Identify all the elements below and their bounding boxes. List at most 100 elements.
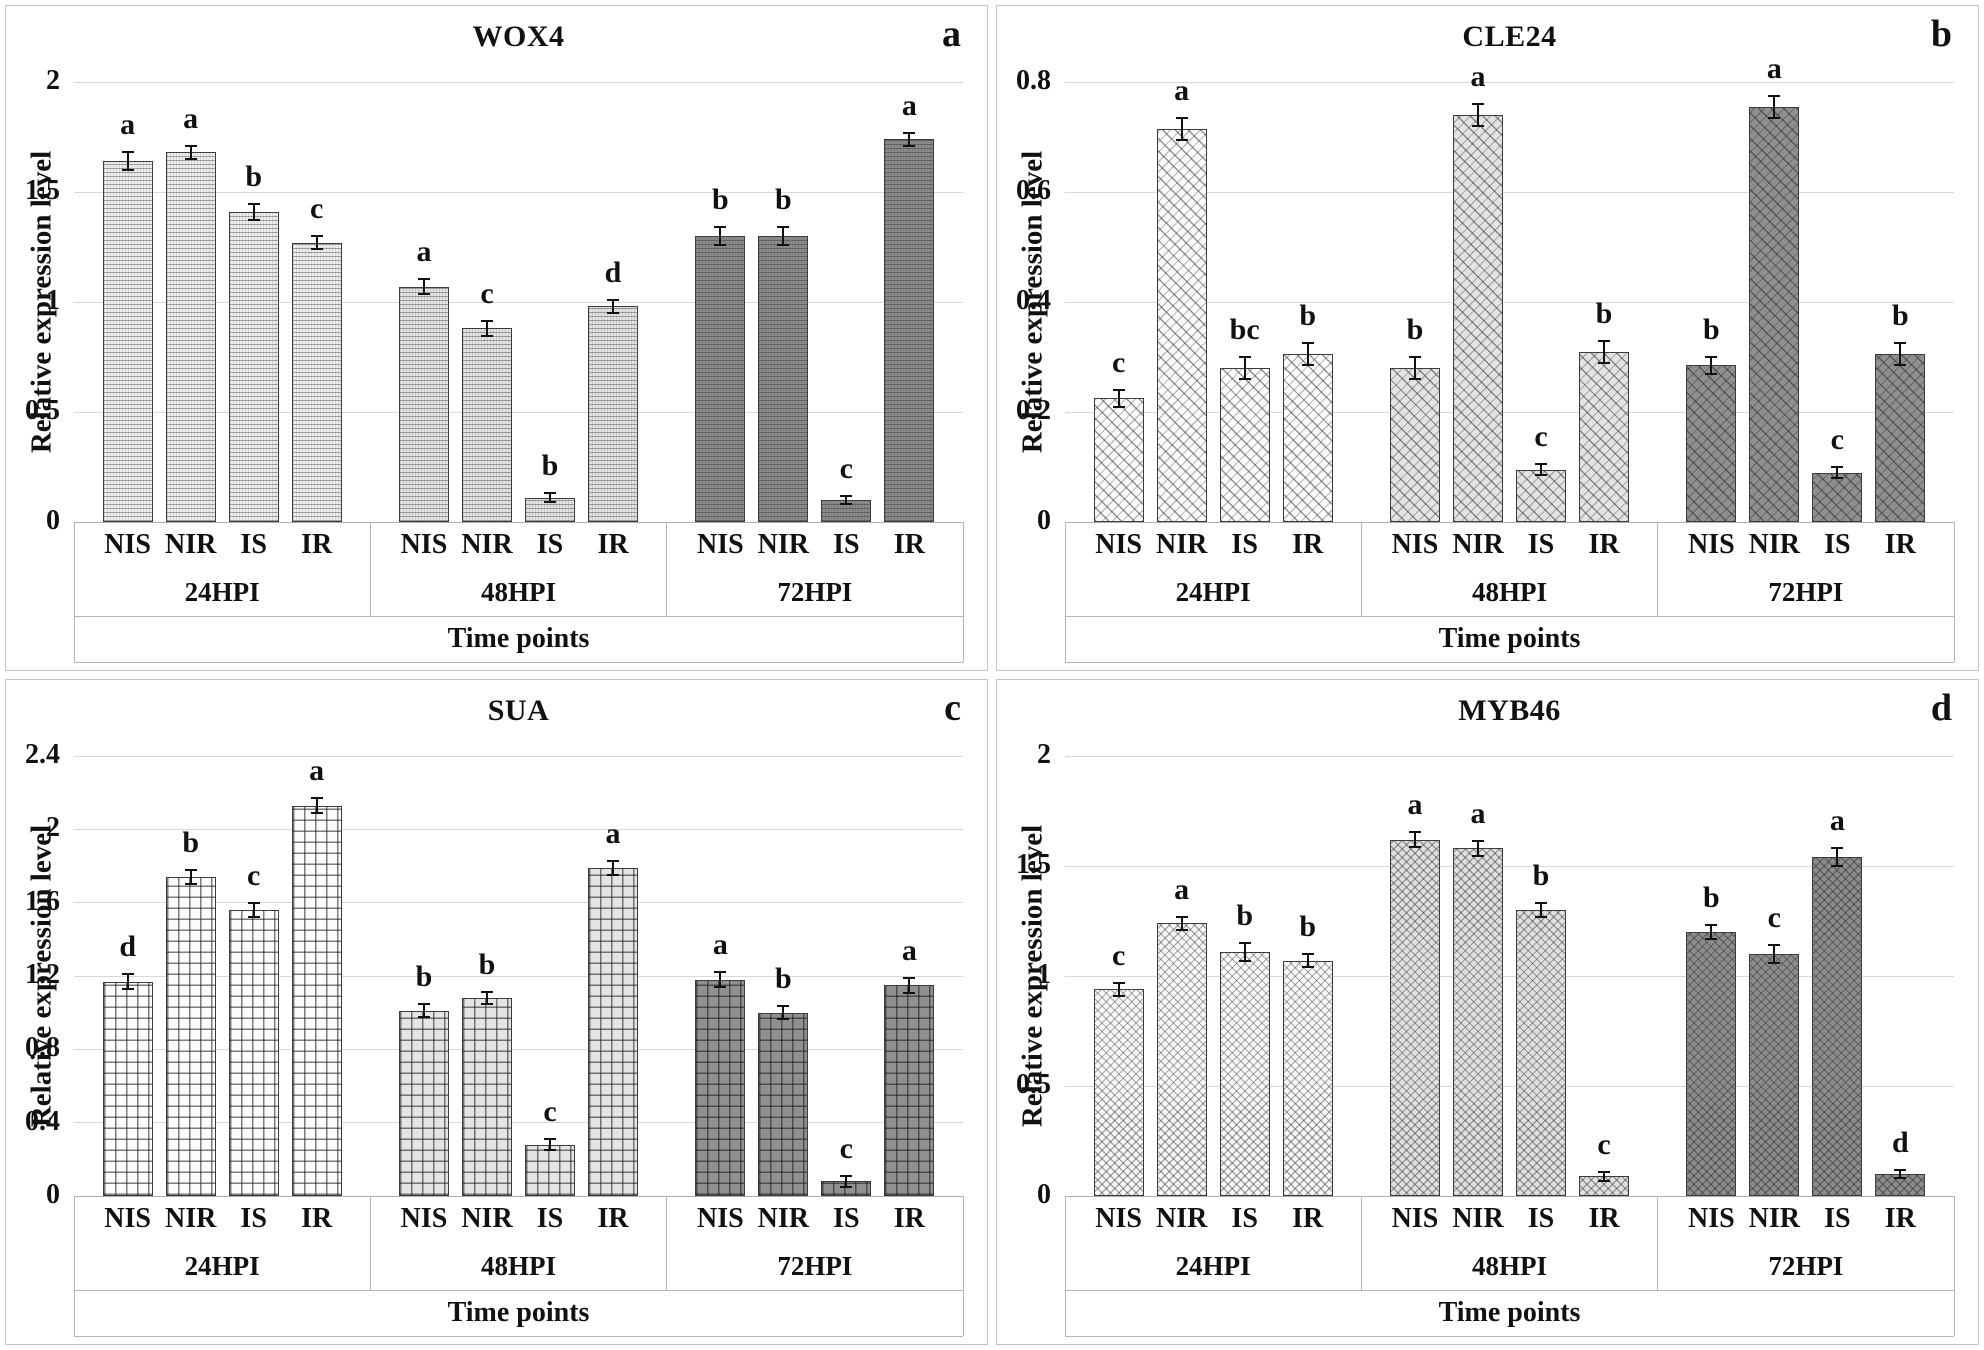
chart-title: MYB46 [1458, 694, 1561, 727]
group-label-72HPI: 72HPI [1768, 577, 1844, 607]
error-bar-cap-bottom [1768, 116, 1781, 119]
error-bar-cap-top [481, 319, 493, 322]
error-bar-cap-bottom [1112, 994, 1125, 997]
category-label-IR: IR [893, 1203, 925, 1234]
category-label-NIS: NIS [1687, 529, 1735, 560]
error-bar-cap-top [1238, 356, 1251, 358]
band-edge-right [962, 616, 964, 662]
significance-letter: c [839, 451, 853, 485]
bar-48HPI-IR [1579, 1176, 1629, 1196]
error-bar-cap-top [1409, 356, 1421, 358]
category-label-NIR: NIR [1155, 1203, 1208, 1234]
error-bar-cap-bottom [607, 874, 619, 877]
error-bar-cap-bottom [1894, 364, 1907, 367]
bar-48HPI-NIS [1390, 368, 1440, 522]
error-bar [1773, 95, 1776, 118]
significance-letter: c [1597, 1127, 1611, 1161]
category-label-NIS: NIS [104, 1203, 151, 1234]
gridline [74, 902, 963, 904]
gridline [74, 755, 963, 757]
error-bar-cap-bottom [1705, 937, 1718, 940]
error-bar-cap-bottom [1409, 846, 1421, 849]
error-bar-cap-top [1472, 103, 1484, 105]
error-bar [1603, 1171, 1605, 1181]
bar-72HPI-IR [884, 139, 935, 522]
category-label-IS: IS [240, 1203, 267, 1234]
gridline [1065, 755, 1954, 757]
bar-72HPI-IR [884, 985, 935, 1196]
error-bar-cap-top [544, 1138, 556, 1141]
category-label-IR: IR [1292, 529, 1324, 560]
significance-letter: a [309, 754, 325, 788]
significance-letter: a [901, 933, 917, 967]
error-bar-cap-bottom [1472, 855, 1484, 858]
significance-letter: a [1174, 872, 1190, 906]
error-bar [1710, 925, 1713, 939]
bar-72HPI-IS [1812, 857, 1863, 1196]
error-bar-cap-top [247, 203, 260, 206]
error-bar-cap-bottom [418, 1016, 430, 1019]
error-bar-cap-top [1238, 942, 1251, 944]
gridline [74, 1048, 963, 1050]
error-bar-cap-top [607, 298, 619, 301]
error-bar-cap-bottom [903, 144, 916, 147]
significance-letter: a [120, 108, 136, 142]
axis-line [74, 521, 963, 523]
band-divider [1657, 522, 1659, 616]
error-bar-cap-top [1894, 342, 1907, 345]
error-bar-cap-top [481, 990, 493, 993]
category-label-IR: IR [301, 1203, 333, 1234]
error-bar [189, 145, 192, 159]
error-bar [1477, 840, 1479, 857]
error-bar-cap-bottom [247, 916, 260, 919]
error-bar [1773, 945, 1776, 963]
band-divider [962, 522, 964, 616]
category-label-IR: IR [597, 1203, 629, 1234]
bar-48HPI-IS [1516, 910, 1566, 1196]
category-label-NIR: NIR [1748, 529, 1800, 560]
y-tick-label: 0.8 [25, 1032, 60, 1064]
bar-72HPI-IS [1812, 472, 1863, 522]
error-bar-cap-top [1831, 847, 1844, 850]
panel-letter: a [942, 13, 961, 55]
bar-24HPI-IS [1219, 368, 1270, 522]
error-bar-cap-bottom [777, 243, 790, 246]
category-label-IR: IR [1292, 1203, 1324, 1234]
bar-48HPI-IR [1579, 351, 1629, 522]
error-bar-cap-top [418, 277, 430, 280]
error-bar-cap-top [1112, 389, 1125, 391]
bar-24HPI-NIR [1156, 923, 1207, 1196]
category-label-NIS: NIS [104, 529, 151, 560]
error-bar [315, 236, 318, 250]
bar-24HPI-IS [228, 211, 279, 522]
error-bar [315, 798, 318, 813]
y-tick-label: 1 [1037, 959, 1051, 990]
axis-line [1065, 1195, 1954, 1197]
significance-letter: bc [1229, 313, 1260, 346]
category-label-NIR: NIR [164, 1203, 217, 1234]
axis-line [74, 1195, 963, 1197]
error-bar-cap-bottom [121, 169, 134, 171]
error-bar [1243, 357, 1246, 379]
error-bar-cap-top [1705, 356, 1718, 358]
error-bar [126, 152, 129, 170]
significance-letter: b [245, 160, 262, 194]
band-line [1065, 1289, 1954, 1291]
bar-24HPI-NIR [1156, 128, 1207, 522]
panel-b: CLE24 b Relative expression level 0 0.2 0.4 0.… [996, 5, 1979, 671]
y-tick-label: 2 [46, 65, 60, 96]
category-label-IS: IS [1231, 1203, 1258, 1234]
gridline [1065, 81, 1954, 83]
significance-letter: c [543, 1095, 557, 1129]
bar-48HPI-NIR [1453, 115, 1503, 522]
error-bar-cap-bottom [607, 312, 619, 314]
error-bar-cap-top [1175, 116, 1188, 119]
error-bar-cap-bottom [247, 218, 260, 221]
group-label-24HPI: 24HPI [1175, 1251, 1251, 1281]
error-bar-cap-top [714, 971, 727, 974]
error-bar [549, 493, 551, 503]
y-tick-label: 0 [46, 505, 60, 536]
error-bar-cap-top [903, 131, 916, 134]
bar-72HPI-NIS [1686, 365, 1737, 522]
